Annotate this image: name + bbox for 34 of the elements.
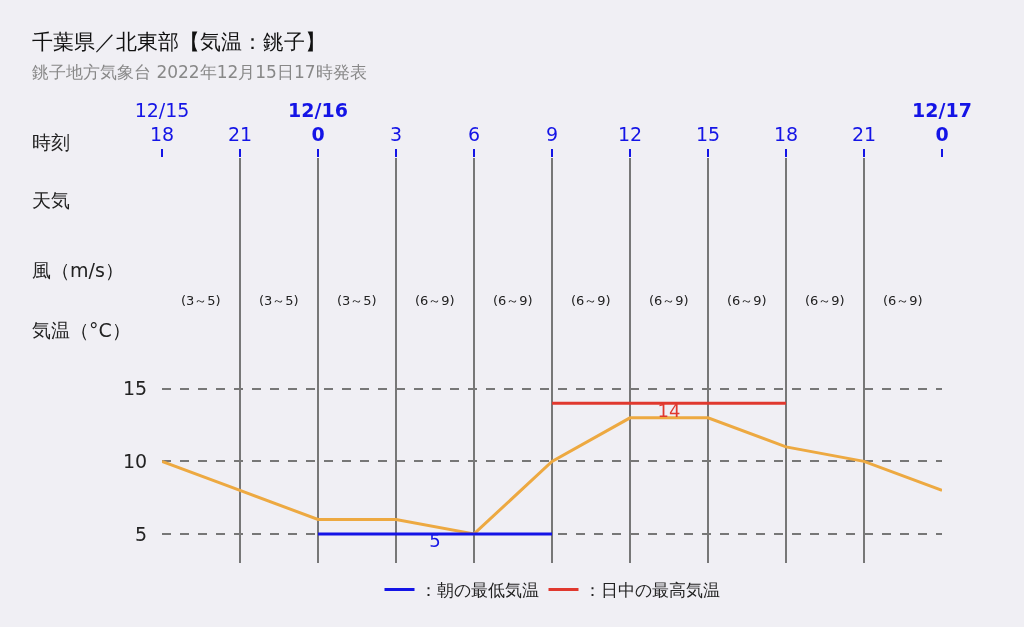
annotation: (3～5)	[337, 293, 377, 308]
annotation: (6～9)	[415, 293, 455, 308]
y-tick-label: 10	[123, 450, 148, 473]
x-tick-label: 12/17 0	[912, 98, 972, 146]
x-tick-label: 15	[695, 123, 721, 146]
legend-label: ：日中の最高気温	[583, 580, 720, 601]
x-tick-label: 3	[389, 123, 403, 146]
x-tick-label: 9	[545, 123, 559, 146]
annotation: (6～9)	[883, 293, 923, 308]
x-tick-label: 18	[773, 123, 799, 146]
text: 天気	[32, 189, 70, 211]
chart-title: 千葉県／北東部【気温：銚子】	[32, 30, 326, 54]
y-tick-label: 5	[135, 522, 148, 545]
annotation: (6～9)	[727, 293, 767, 308]
text: 風（m/s）	[32, 259, 124, 281]
x-tick-label: 21	[227, 123, 253, 146]
data-label: 14	[657, 399, 681, 421]
x-tick-label: 21	[851, 123, 877, 146]
x-tick-label: 6	[467, 123, 481, 146]
annotation: (3～5)	[259, 293, 299, 308]
annotation: (6～9)	[493, 293, 533, 308]
x-tick-label: 12	[617, 123, 643, 146]
chart-subtitle: 銚子地方気象台 2022年12月15日17時発表	[32, 62, 367, 82]
annotation: (6～9)	[571, 293, 611, 308]
x-tick-label: 12/16 0	[288, 98, 348, 146]
x-tick-label: 12/15 18	[134, 98, 190, 146]
legend-label: ：朝の最低気温	[419, 580, 539, 601]
y-tick-label: 15	[123, 377, 148, 400]
y-axis-title: 気温（°C）	[32, 319, 131, 341]
annotation: (6～9)	[649, 293, 689, 308]
annotation: (6～9)	[805, 293, 845, 308]
line-series	[162, 416, 942, 536]
annotation: (3～5)	[181, 293, 221, 308]
text: 時刻	[32, 131, 70, 153]
